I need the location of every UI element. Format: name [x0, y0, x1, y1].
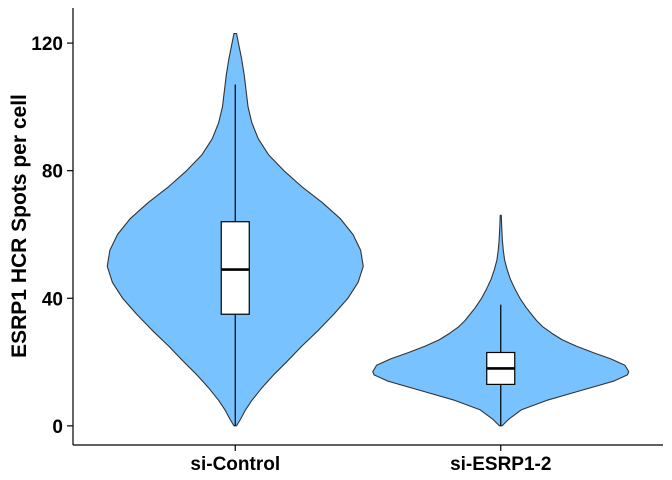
y-tick-label: 40: [42, 289, 63, 310]
axes: [72, 8, 663, 446]
tick-group: 0 40 80 120 si-Control si-ESRP1-2: [31, 34, 551, 475]
y-axis-title: ESRP1 HCR Spots per cell: [8, 94, 31, 358]
box-iqr: [220, 221, 250, 315]
y-tick-label: 0: [52, 417, 63, 438]
x-tick-label: si-Control: [190, 454, 280, 475]
plot-marks: [106, 32, 630, 427]
x-tick-label: si-ESRP1-2: [450, 454, 551, 475]
y-tick-label: 80: [42, 162, 63, 183]
y-tick-label: 120: [31, 34, 63, 55]
